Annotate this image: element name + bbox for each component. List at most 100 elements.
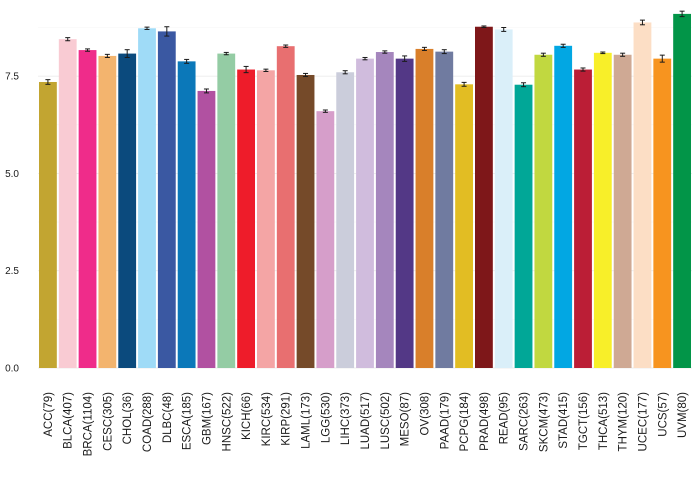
x-tick-label: THYM(120)	[618, 392, 630, 452]
error-bar-meso	[402, 55, 408, 62]
x-tick-label: COAD(288)	[142, 392, 154, 452]
x-tick-label: UCEC(177)	[637, 392, 649, 452]
x-tick-label: BRCA(1104)	[83, 392, 95, 457]
bar-kirp	[276, 46, 295, 369]
x-tick-label: LIHC(373)	[340, 392, 352, 445]
error-bar-layer	[45, 10, 685, 113]
bar-coad	[138, 28, 156, 369]
x-axis-ticks: ACC(79) BLCA(407) BRCA(1104) CESC(305) CHOL(…	[43, 392, 689, 457]
x-tick-label: HNSC(522)	[221, 392, 233, 452]
x-tick-label: THCA(513)	[598, 392, 610, 450]
error-bar-skcm	[540, 52, 546, 57]
error-bar-kirp	[283, 44, 289, 48]
error-bar-kich	[243, 65, 249, 74]
error-bar-dlbc	[164, 26, 170, 37]
bar-stad	[554, 45, 573, 369]
bar-acc	[39, 81, 57, 368]
error-bar-gbm	[203, 88, 209, 94]
bar-sarc	[514, 84, 533, 368]
bar-layer	[39, 13, 691, 369]
y-tick-label: 0.0	[5, 364, 19, 375]
bar-lusc	[375, 52, 394, 368]
error-bar-brca	[85, 48, 91, 52]
bar-tgct	[574, 69, 592, 368]
error-bar-thym	[620, 52, 626, 57]
error-bar-acc	[45, 79, 51, 85]
x-tick-label: LUSC(502)	[380, 392, 392, 450]
x-tick-label: KIRC(534)	[261, 392, 273, 446]
bar-ov	[415, 48, 434, 368]
error-bar-hnsc	[223, 51, 229, 56]
bar-hnsc	[217, 53, 236, 368]
bar-ucs	[653, 58, 672, 369]
bar-luad	[356, 58, 374, 369]
bar-blca	[58, 39, 77, 368]
error-bar-thca	[600, 51, 606, 55]
bar-kich	[237, 69, 255, 368]
error-bar-laml	[303, 72, 309, 78]
bar-pcpg	[455, 84, 473, 368]
y-tick-label: 5.0	[5, 169, 19, 180]
x-tick-label: UCS(57)	[657, 392, 669, 437]
x-tick-label: ESCA(185)	[182, 392, 194, 450]
bar-uvm	[673, 13, 691, 369]
error-bar-paad	[441, 49, 447, 55]
error-bar-sarc	[521, 82, 527, 88]
bar-thym	[613, 54, 632, 368]
bar-lgg	[316, 111, 335, 368]
bar-laml	[296, 74, 315, 369]
x-tick-label: LAML(173)	[301, 392, 313, 449]
bar-prad	[475, 26, 493, 369]
error-bar-ucs	[659, 54, 665, 63]
x-tick-label: SARC(263)	[519, 392, 531, 451]
error-bar-cesc	[104, 53, 110, 58]
error-bar-chol	[124, 49, 130, 58]
error-bar-pcpg	[461, 81, 467, 87]
bar-read	[494, 29, 513, 369]
x-tick-label: MESO(87)	[400, 392, 412, 446]
x-tick-label: CESC(305)	[102, 392, 114, 451]
bar-brca	[78, 50, 97, 368]
error-bar-stad	[560, 43, 566, 48]
error-bar-read	[501, 27, 507, 32]
bar-cesc	[98, 55, 117, 369]
bar-paad	[435, 51, 454, 368]
bar-lihc	[336, 72, 355, 369]
y-axis-ticks: 0.0 2.5 5.0 7.5	[5, 72, 19, 375]
error-bar-tgct	[580, 67, 586, 72]
x-tick-label: DLBC(48)	[162, 392, 174, 443]
bar-ucec	[633, 22, 652, 368]
error-bar-coad	[144, 26, 150, 30]
x-tick-label: CHOL(36)	[122, 392, 134, 445]
error-bar-ucec	[639, 19, 645, 26]
x-tick-label: PAAD(179)	[439, 392, 451, 449]
y-tick-label: 7.5	[5, 72, 19, 83]
error-bar-lgg	[322, 109, 328, 113]
y-tick-label: 2.5	[5, 266, 19, 277]
bar-skcm	[534, 54, 553, 368]
x-tick-label: UVM(80)	[677, 392, 689, 438]
bar-gbm	[197, 90, 216, 368]
error-bar-prad	[481, 25, 487, 29]
x-tick-label: GBM(167)	[201, 392, 213, 445]
x-tick-label: KICH(66)	[241, 392, 253, 440]
error-bar-kirc	[263, 68, 269, 72]
bar-chol	[118, 53, 137, 368]
error-bar-blca	[65, 37, 71, 42]
x-tick-label: ACC(79)	[43, 392, 55, 437]
x-tick-label: LGG(530)	[320, 392, 332, 443]
x-tick-label: PCPG(184)	[459, 392, 471, 452]
bar-thca	[593, 52, 612, 368]
x-tick-label: READ(95)	[499, 392, 511, 445]
x-tick-label: OV(308)	[419, 392, 431, 436]
x-tick-label: LUAD(517)	[360, 392, 372, 450]
error-bar-lusc	[382, 50, 388, 54]
error-bar-ov	[421, 46, 427, 51]
error-bar-esca	[184, 58, 190, 64]
error-bar-uvm	[679, 10, 685, 18]
x-tick-label: SKCM(473)	[538, 392, 550, 452]
x-tick-label: KIRP(291)	[281, 392, 293, 446]
bar-meso	[395, 58, 414, 369]
